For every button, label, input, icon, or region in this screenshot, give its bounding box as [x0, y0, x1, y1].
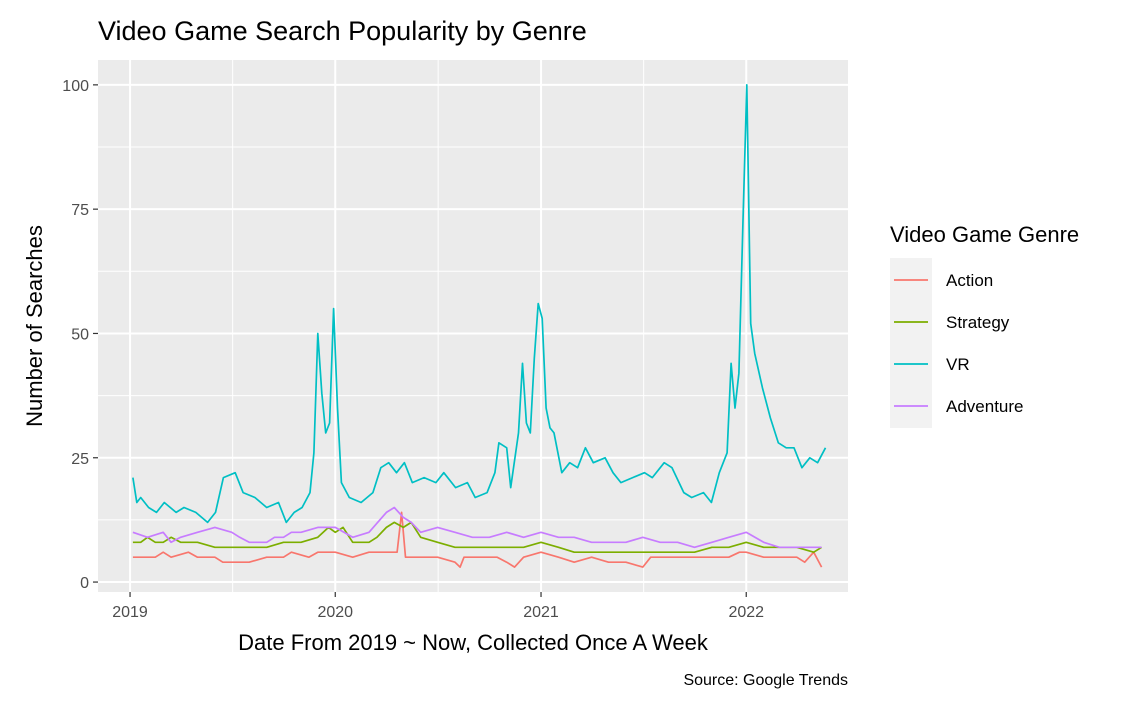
- chart-title: Video Game Search Popularity by Genre: [98, 16, 587, 46]
- series-lines: [132, 84, 827, 568]
- x-axis-label: Date From 2019 ~ Now, Collected Once A W…: [238, 630, 709, 655]
- legend-key-background: [890, 258, 932, 428]
- y-tick-label: 0: [80, 575, 89, 592]
- y-tick-label: 50: [71, 326, 89, 343]
- legend-title: Video Game Genre: [890, 222, 1079, 247]
- legend: Video Game Genre Action Strategy VR Adventu…: [890, 222, 1079, 428]
- axes: 0 25 50 75 100 2019 2020 2021 2022: [62, 78, 764, 621]
- legend-label-strategy: Strategy: [946, 313, 1010, 332]
- y-tick-label: 75: [71, 202, 89, 219]
- source-caption: Source: Google Trends: [683, 672, 848, 689]
- plot-panel: [98, 60, 848, 592]
- y-tick-label: 25: [71, 451, 89, 468]
- series-line-adventure: [132, 506, 822, 549]
- y-axis-label: Number of Searches: [22, 225, 47, 427]
- gridlines: [98, 60, 848, 592]
- x-tick-label: 2022: [728, 604, 764, 621]
- series-line-vr: [132, 84, 827, 524]
- x-tick-label: 2019: [112, 604, 148, 621]
- x-tick-label: 2020: [317, 604, 353, 621]
- series-line-strategy: [132, 521, 823, 554]
- legend-label-adventure: Adventure: [946, 397, 1024, 416]
- series-line-action: [132, 511, 823, 568]
- legend-label-vr: VR: [946, 355, 970, 374]
- x-tick-label: 2021: [523, 604, 559, 621]
- y-tick-label: 100: [62, 78, 89, 95]
- legend-label-action: Action: [946, 271, 993, 290]
